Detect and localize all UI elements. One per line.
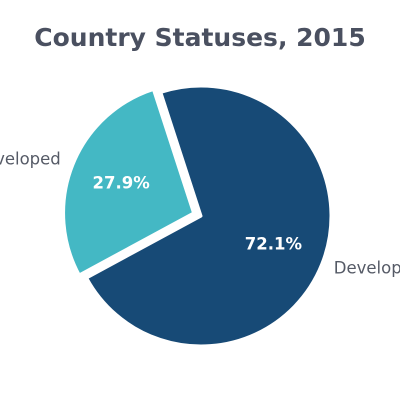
slice-percent-developed: 27.9% xyxy=(93,174,151,193)
chart-title: Country Statuses, 2015 xyxy=(34,23,365,52)
slice-label-developing: Developing xyxy=(334,259,400,278)
slice-percent-developing: 72.1% xyxy=(245,234,303,253)
slice-label-developed: Developed xyxy=(0,149,61,168)
